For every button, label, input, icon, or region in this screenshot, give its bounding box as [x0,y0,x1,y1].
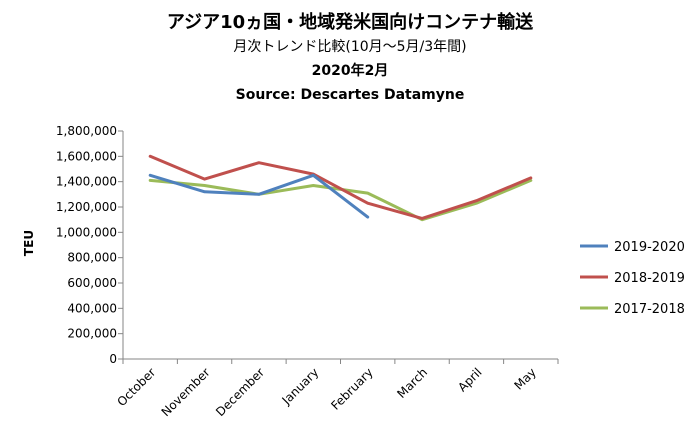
x-tick-label: October [114,365,158,409]
y-axis-title: TEU [22,230,36,256]
y-tick-label: 1,200,000 [56,200,117,214]
x-tick-label: November [159,365,213,419]
x-tick-label: March [394,365,430,401]
chart-source: Source: Descartes Datamyne [236,87,465,103]
x-tick-label: February [328,365,376,413]
legend: 2019-2020 2018-2019 2017-2018 [580,240,685,317]
y-tick-label: 800,000 [67,251,117,265]
y-tick-label: 400,000 [67,301,117,315]
legend-label: 2017-2018 [614,302,685,317]
y-tick-label: 1,800,000 [56,124,117,138]
x-tick-label: May [511,365,538,392]
y-tick-label: 200,000 [67,327,117,341]
y-tick-label: 0 [109,352,117,366]
y-tick-label: 600,000 [67,276,117,290]
x-tick-label: January [279,365,322,408]
chart-date: 2020年2月 [312,62,389,79]
x-tick-label: April [455,365,484,394]
y-tick-label: 1,400,000 [56,175,117,189]
y-tick-label: 1,600,000 [56,149,117,163]
chart-subtitle: 月次トレンド比較(10月～5月/3年間) [233,39,466,55]
series-line-2018-2019 [148,154,533,220]
legend-label: 2018-2019 [614,271,685,286]
y-tick-label: 1,000,000 [56,225,117,239]
legend-label: 2019-2020 [614,240,685,255]
chart-title: アジア10ヵ国・地域発米国向けコンテナ輸送 [167,11,534,33]
plot-area: 0 200,000 400,000 600,000 800,000 1,000,000 1,… [56,124,559,419]
series-line-2019-2020 [148,173,370,219]
x-tick-label: December [213,365,267,419]
